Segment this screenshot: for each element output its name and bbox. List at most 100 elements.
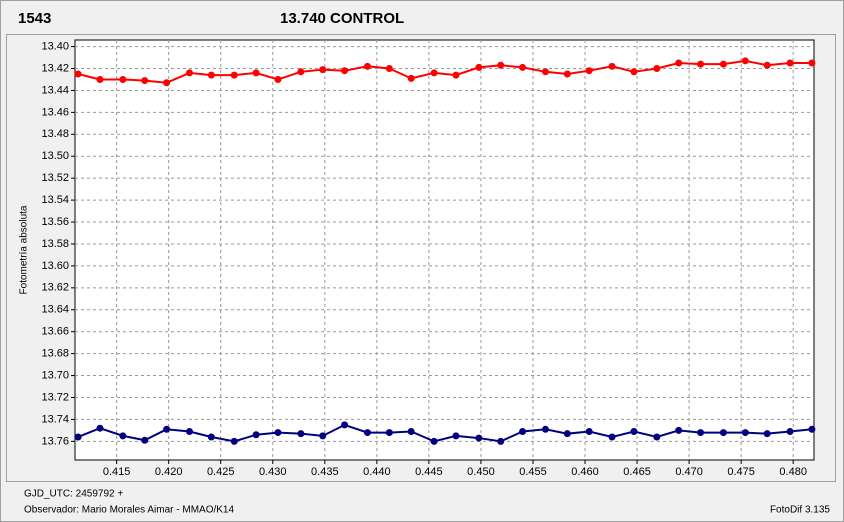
data-point bbox=[675, 59, 683, 67]
data-point bbox=[741, 429, 749, 437]
plot-area bbox=[74, 39, 815, 461]
data-point bbox=[786, 59, 794, 67]
data-point bbox=[96, 424, 104, 432]
y-tick-label: 13.66 bbox=[41, 326, 69, 338]
data-point bbox=[297, 68, 305, 76]
y-tick-label: 13.76 bbox=[41, 435, 69, 447]
data-point bbox=[163, 79, 171, 87]
x-tick-label: 0.465 bbox=[623, 466, 651, 478]
data-point bbox=[763, 430, 771, 438]
data-point bbox=[497, 61, 505, 69]
y-tick-label: 13.52 bbox=[41, 172, 69, 184]
data-point bbox=[119, 432, 127, 440]
y-tick-label: 13.74 bbox=[41, 413, 69, 425]
x-tick-label: 0.440 bbox=[363, 466, 391, 478]
data-point bbox=[675, 426, 683, 434]
software-label: FotoDif 3.135 bbox=[770, 505, 830, 516]
data-point bbox=[141, 77, 149, 85]
data-point bbox=[319, 66, 327, 74]
data-point bbox=[719, 60, 727, 68]
data-point bbox=[475, 63, 483, 71]
y-tick-label: 13.44 bbox=[41, 84, 69, 96]
data-point bbox=[74, 70, 82, 78]
data-point bbox=[430, 437, 438, 445]
data-point bbox=[363, 429, 371, 437]
data-point bbox=[697, 60, 705, 68]
data-point bbox=[541, 68, 549, 76]
data-point bbox=[74, 433, 82, 441]
data-point bbox=[763, 61, 771, 69]
y-tick-label: 13.48 bbox=[41, 128, 69, 140]
data-point bbox=[475, 434, 483, 442]
data-point bbox=[141, 436, 149, 444]
footer-text: Observador: Mario Morales Aimar - MMAO/K… bbox=[24, 505, 234, 516]
y-tick-label: 13.64 bbox=[41, 304, 69, 316]
y-tick-label: 13.42 bbox=[41, 62, 69, 74]
y-tick-label: 13.56 bbox=[41, 216, 69, 228]
data-point bbox=[163, 425, 171, 433]
data-point bbox=[608, 62, 616, 70]
y-axis-label: Fotometría absoluta bbox=[19, 205, 30, 294]
data-point bbox=[452, 432, 460, 440]
y-tick-label: 13.68 bbox=[41, 348, 69, 360]
data-point bbox=[808, 425, 816, 433]
data-point bbox=[341, 67, 349, 75]
data-point bbox=[407, 74, 415, 82]
y-tick-label: 13.62 bbox=[41, 282, 69, 294]
data-point bbox=[319, 432, 327, 440]
data-point bbox=[230, 437, 238, 445]
data-point bbox=[585, 67, 593, 75]
y-tick-label: 13.60 bbox=[41, 260, 69, 272]
x-tick-label: 0.435 bbox=[311, 466, 339, 478]
data-point bbox=[608, 433, 616, 441]
data-point bbox=[119, 75, 127, 83]
data-point bbox=[385, 429, 393, 437]
x-tick-label: 0.470 bbox=[675, 466, 703, 478]
data-point bbox=[96, 75, 104, 83]
footer-text: GJD_UTC: 2459792 + bbox=[24, 489, 123, 500]
y-tick-label: 13.72 bbox=[41, 391, 69, 403]
series-title: 13.740 CONTROL bbox=[280, 10, 404, 27]
data-point bbox=[185, 427, 193, 435]
data-point bbox=[407, 427, 415, 435]
x-tick-label: 0.425 bbox=[207, 466, 235, 478]
x-tick-label: 0.430 bbox=[259, 466, 287, 478]
data-point bbox=[541, 425, 549, 433]
series-line bbox=[77, 59, 812, 84]
series-line bbox=[77, 423, 813, 443]
data-point bbox=[808, 59, 816, 67]
series-title: 1543 bbox=[18, 10, 51, 27]
data-point bbox=[274, 75, 282, 83]
x-tick-label: 0.460 bbox=[571, 466, 599, 478]
x-tick-label: 0.450 bbox=[467, 466, 495, 478]
data-point bbox=[252, 431, 260, 439]
data-point bbox=[519, 427, 527, 435]
data-point bbox=[385, 65, 393, 73]
x-tick-label: 0.445 bbox=[415, 466, 443, 478]
data-point bbox=[563, 70, 571, 78]
data-point bbox=[185, 69, 193, 77]
data-point bbox=[786, 427, 794, 435]
data-point bbox=[519, 63, 527, 71]
data-point bbox=[653, 433, 661, 441]
data-point bbox=[363, 62, 371, 70]
data-point bbox=[653, 65, 661, 73]
x-tick-label: 0.455 bbox=[519, 466, 547, 478]
x-tick-label: 0.415 bbox=[103, 466, 131, 478]
data-point bbox=[630, 68, 638, 76]
data-point bbox=[230, 71, 238, 79]
data-point bbox=[563, 430, 571, 438]
data-point bbox=[452, 71, 460, 79]
data-point bbox=[497, 437, 505, 445]
data-point bbox=[719, 429, 727, 437]
data-point bbox=[207, 71, 215, 79]
x-tick-label: 0.475 bbox=[727, 466, 755, 478]
data-point bbox=[341, 421, 349, 429]
y-tick-label: 13.70 bbox=[41, 369, 69, 381]
y-tick-label: 13.40 bbox=[41, 40, 69, 52]
data-point bbox=[252, 69, 260, 77]
data-point bbox=[430, 69, 438, 77]
data-point bbox=[585, 427, 593, 435]
